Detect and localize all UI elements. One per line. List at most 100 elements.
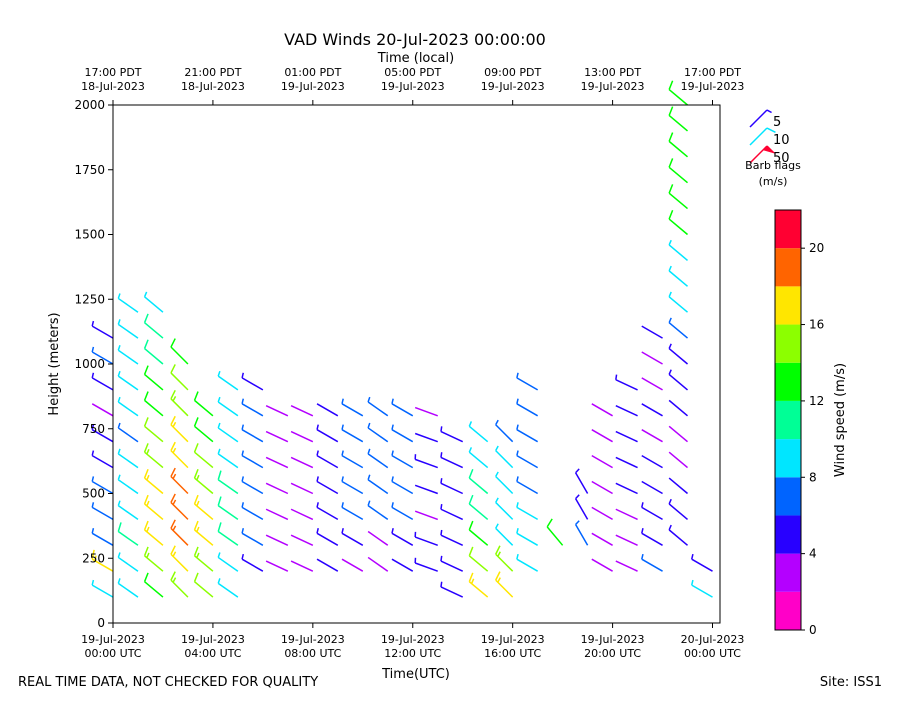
wind-barb	[615, 560, 638, 572]
wind-barb	[91, 403, 114, 417]
x2-tick-label: 13:00 PDT 19-Jul-2023	[581, 66, 645, 93]
colorbar-segment	[775, 362, 801, 401]
tick-label-line: 04:00 UTC	[184, 647, 241, 660]
y-tick-label: 1750	[74, 163, 105, 177]
x-tick-label: 19-Jul-2023 12:00 UTC	[381, 633, 445, 660]
wind-barb	[241, 424, 264, 443]
legend-barb	[749, 127, 776, 146]
wind-barb	[440, 452, 464, 469]
wind-barb	[117, 448, 139, 469]
wind-barb	[668, 498, 689, 520]
x-tick-label: 19-Jul-2023 04:00 UTC	[181, 633, 245, 660]
wind-barb	[468, 546, 489, 572]
legend-label: 10	[773, 133, 790, 148]
wind-barb	[143, 443, 164, 469]
wind-barb	[117, 474, 139, 495]
wind-barb	[391, 424, 414, 443]
wind-barb	[265, 404, 289, 417]
wind-barb	[217, 578, 239, 598]
colorbar-tick-label: 12	[809, 394, 824, 408]
wind-barb	[516, 424, 539, 443]
tick-label-line: 00:00 UTC	[84, 647, 141, 660]
wind-barb	[117, 422, 139, 443]
wind-barb	[341, 450, 364, 469]
wind-barb	[367, 474, 389, 495]
wind-barb	[440, 503, 464, 521]
wind-barb	[341, 398, 364, 417]
wind-barb	[615, 456, 638, 469]
x-tick-label: 19-Jul-2023 00:00 UTC	[81, 633, 145, 660]
wind-barb	[391, 398, 414, 417]
wind-barb	[668, 209, 689, 236]
wind-barb	[91, 346, 114, 365]
legend-label: 50	[773, 151, 790, 166]
tick-label-line: 18-Jul-2023	[181, 80, 245, 93]
wind-barb	[367, 500, 389, 521]
tick-label-line: 17:00 PDT	[84, 66, 141, 79]
wind-barb	[591, 429, 613, 443]
wind-barb	[516, 476, 539, 495]
wind-barb	[516, 398, 539, 417]
tick-label-line: 18-Jul-2023	[81, 80, 145, 93]
wind-barb	[641, 377, 663, 391]
wind-barb	[668, 425, 689, 443]
wind-barb	[290, 404, 314, 417]
wind-barb	[690, 553, 713, 572]
wind-barb	[668, 158, 689, 184]
wind-barb	[341, 528, 364, 546]
wind-barb	[495, 471, 514, 495]
wind-barb	[414, 531, 438, 547]
tick-label-line: 19-Jul-2023	[581, 633, 645, 646]
wind-barb	[495, 571, 514, 598]
wind-barb	[143, 494, 164, 520]
wind-barb	[117, 370, 139, 391]
wind-barb	[668, 106, 689, 132]
wind-barb	[641, 480, 663, 495]
x2-axis-label: Time (local)	[377, 51, 454, 66]
x2-tick-label: 21:00 PDT 18-Jul-2023	[181, 66, 245, 93]
x-tick-label: 19-Jul-2023 20:00 UTC	[581, 633, 645, 660]
wind-barb	[316, 403, 339, 417]
colorbar-segment	[775, 210, 801, 249]
y-tick-label: 1250	[74, 292, 105, 306]
wind-barb	[468, 520, 489, 546]
wind-barb	[440, 581, 464, 598]
wind-barb	[193, 520, 214, 546]
wind-barb	[495, 545, 514, 572]
wind-barb	[217, 470, 239, 495]
tick-label-line: 20-Jul-2023	[681, 633, 745, 646]
colorbar-segment	[775, 477, 801, 516]
wind-barb	[668, 343, 689, 365]
wind-barb	[265, 560, 289, 572]
wind-barb	[316, 424, 339, 443]
wind-barb	[641, 553, 663, 572]
tick-label-line: 19-Jul-2023	[381, 633, 445, 646]
legend-label: 5	[773, 115, 781, 130]
wind-barb	[367, 422, 389, 443]
colorbar-frame	[774, 209, 802, 631]
wind-barb	[290, 508, 314, 521]
tick-label-line: 09:00 PDT	[484, 66, 541, 79]
wind-barb	[91, 372, 114, 391]
y-tick-label: 250	[82, 551, 105, 565]
wind-barb	[615, 430, 638, 443]
wind-barb	[316, 476, 339, 495]
colorbar-tick-label: 20	[809, 241, 824, 255]
wind-barb	[143, 365, 164, 391]
wind-barb	[615, 404, 638, 417]
tick-label-line: 19-Jul-2023	[581, 80, 645, 93]
y-tick-label: 1500	[74, 228, 105, 242]
wind-barb	[414, 406, 438, 417]
wind-barb	[143, 520, 164, 546]
wind-barb	[668, 291, 689, 313]
x2-tick-label: 09:00 PDT 19-Jul-2023	[481, 66, 545, 93]
wind-barb	[440, 478, 464, 495]
colorbar-segment	[775, 439, 801, 478]
legend-title: Barb flags	[745, 159, 801, 172]
wind-barb	[290, 534, 314, 546]
colorbar-segment	[775, 553, 801, 592]
wind-barb	[217, 448, 239, 469]
wind-barb	[290, 482, 314, 495]
wind-barb	[143, 572, 164, 598]
